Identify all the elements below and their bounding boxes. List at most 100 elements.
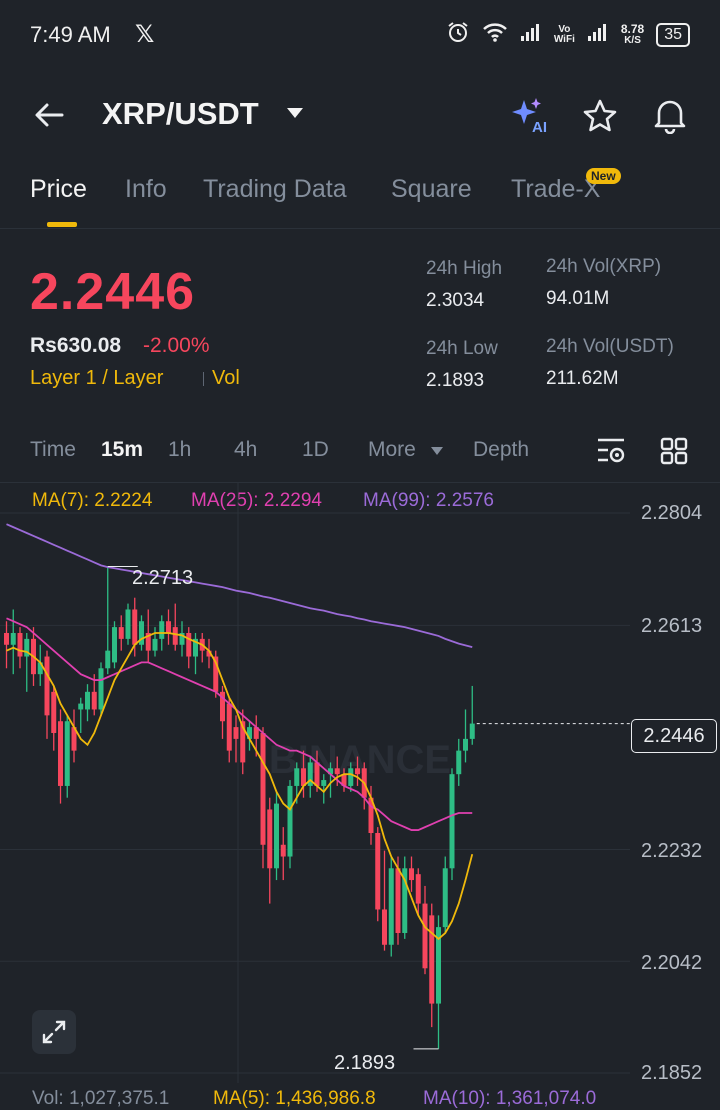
candle-body bbox=[368, 797, 374, 833]
candle-body bbox=[186, 633, 192, 657]
candle-body bbox=[314, 762, 320, 786]
candle-body bbox=[388, 868, 394, 945]
expand-icon bbox=[42, 1020, 66, 1044]
candle-body bbox=[280, 844, 286, 857]
back-arrow-icon[interactable] bbox=[32, 98, 66, 137]
candle-body bbox=[233, 727, 239, 739]
candle-body bbox=[213, 656, 219, 692]
volume-legend: Vol: 1,027,375.1 bbox=[32, 1088, 170, 1109]
last-price: 2.2446 bbox=[30, 263, 196, 321]
candle-body bbox=[58, 721, 63, 786]
signal-icon bbox=[520, 22, 542, 47]
candle-body bbox=[456, 750, 462, 775]
candle-body bbox=[10, 633, 16, 645]
candle-body bbox=[274, 803, 279, 869]
candle-body bbox=[348, 768, 354, 786]
candle-body bbox=[145, 633, 151, 651]
new-badge: New bbox=[586, 168, 621, 184]
tf-depth[interactable]: Depth bbox=[473, 438, 530, 461]
low-annotation: 2.1893 bbox=[334, 1052, 396, 1074]
battery-icon: 35 bbox=[656, 22, 690, 47]
candle-body bbox=[112, 627, 117, 663]
tf-1d[interactable]: 1D bbox=[302, 438, 329, 461]
candle-body bbox=[267, 809, 273, 869]
y-tick: 2.2804 bbox=[641, 502, 703, 524]
candle-body bbox=[395, 868, 401, 933]
current-price-label[interactable]: 2.2446 bbox=[631, 719, 717, 753]
network-speed: 8.78 K/S bbox=[620, 21, 645, 46]
candle-body bbox=[294, 768, 300, 786]
candles bbox=[4, 566, 475, 1049]
volume-ma10-legend: MA(10): 1,361,074.0 bbox=[423, 1088, 597, 1109]
tf-15m[interactable]: 15m bbox=[101, 438, 144, 461]
low-value: 2.1893 bbox=[426, 370, 485, 391]
candle-body bbox=[328, 768, 333, 775]
tab-trade-x[interactable]: Trade-X bbox=[511, 175, 601, 203]
indicator-settings-icon[interactable] bbox=[596, 436, 628, 471]
candle-body bbox=[159, 621, 165, 639]
candle-body bbox=[24, 638, 30, 657]
chevron-down-icon[interactable] bbox=[287, 108, 303, 118]
divider bbox=[0, 482, 720, 483]
vol-usdt-label: 24h Vol(USDT) bbox=[546, 336, 674, 357]
vol-tag[interactable]: Vol bbox=[212, 367, 240, 389]
chart-grid bbox=[0, 483, 630, 1083]
candle-body bbox=[334, 768, 340, 775]
candle-body bbox=[341, 774, 347, 786]
candle-body bbox=[37, 662, 43, 675]
tf-more[interactable]: More bbox=[368, 438, 416, 461]
candle-body bbox=[4, 633, 9, 645]
candle-body bbox=[166, 621, 171, 633]
star-icon[interactable] bbox=[581, 98, 619, 139]
tf-4h[interactable]: 4h bbox=[234, 438, 258, 461]
candle-body bbox=[449, 774, 455, 869]
tf-1h[interactable]: 1h bbox=[168, 438, 192, 461]
ma-lines bbox=[6, 523, 474, 941]
category-tag[interactable]: Layer 1 / Layer bbox=[30, 367, 164, 389]
ma7-legend: MA(7): 2.2224 bbox=[32, 490, 153, 511]
more-chevron-icon[interactable] bbox=[431, 447, 443, 455]
candle-body bbox=[301, 768, 306, 786]
high-annotation: 2.2713 bbox=[132, 567, 194, 589]
candle-body bbox=[152, 638, 158, 651]
alarm-icon bbox=[446, 20, 470, 49]
ai-sparkle-icon[interactable]: AI bbox=[510, 96, 554, 141]
y-tick: 2.2042 bbox=[641, 952, 703, 974]
ma99-legend: MA(99): 2.2576 bbox=[363, 490, 494, 511]
price-chart[interactable]: BINANCE bbox=[0, 483, 720, 1083]
candle-body bbox=[240, 721, 246, 763]
candle-body bbox=[226, 703, 232, 751]
candle-body bbox=[139, 621, 144, 645]
candle-body bbox=[321, 780, 327, 786]
candle-body bbox=[260, 733, 266, 845]
candle-body bbox=[375, 833, 381, 910]
candle-body bbox=[206, 650, 212, 657]
tf-time[interactable]: Time bbox=[30, 438, 76, 461]
status-icons: Vo WiFi 8.78 K/S 35 bbox=[446, 20, 690, 49]
tab-price[interactable]: Price bbox=[30, 175, 87, 203]
active-tab-indicator bbox=[47, 222, 77, 227]
y-tick: 2.2232 bbox=[641, 840, 703, 862]
pair-title[interactable]: XRP/USDT bbox=[102, 96, 259, 131]
candle-body bbox=[422, 903, 428, 969]
tab-square[interactable]: Square bbox=[391, 175, 472, 203]
tab-trading-data[interactable]: Trading Data bbox=[203, 175, 347, 203]
chart-annotations bbox=[107, 566, 630, 1050]
low-label: 24h Low bbox=[426, 338, 498, 359]
candle-body bbox=[429, 915, 435, 1004]
fullscreen-button[interactable] bbox=[32, 1010, 76, 1054]
candle-body bbox=[172, 627, 178, 645]
vol-xrp-value: 94.01M bbox=[546, 288, 610, 309]
y-tick: 2.1852 bbox=[641, 1062, 703, 1084]
candle-body bbox=[118, 627, 124, 639]
candle-body bbox=[51, 691, 57, 733]
candle-body bbox=[382, 909, 387, 945]
candle-body bbox=[132, 609, 138, 645]
high-label: 24h High bbox=[426, 258, 503, 279]
candle-body bbox=[44, 656, 50, 716]
bell-icon[interactable] bbox=[652, 96, 688, 139]
candle-body bbox=[125, 609, 131, 639]
layout-grid-icon[interactable] bbox=[660, 437, 688, 470]
candle-body bbox=[64, 721, 70, 786]
tab-info[interactable]: Info bbox=[125, 175, 167, 203]
